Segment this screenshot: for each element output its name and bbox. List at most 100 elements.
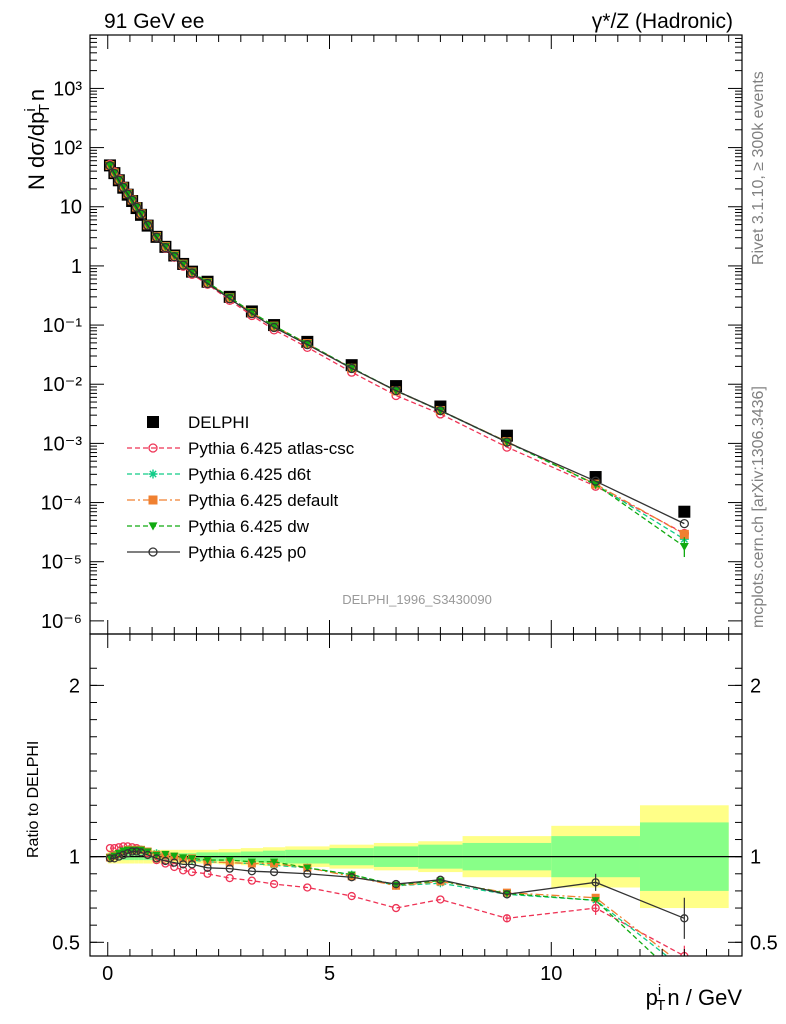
data-point <box>105 843 115 853</box>
data-point <box>391 903 401 913</box>
ratio-panel: 0 5 10 0.5 0.5 1 1 2 2 <box>52 633 778 985</box>
data-point <box>303 869 312 878</box>
data-point <box>225 873 234 883</box>
data-point <box>131 202 142 212</box>
xtick-label: 10 <box>540 963 562 985</box>
legend-entry: Pythia 6.425 d6t <box>127 465 311 484</box>
ytick-label: 10⁻⁵ <box>41 552 82 574</box>
data-point <box>143 220 153 230</box>
legend-entry: DELPHI <box>147 413 249 432</box>
data-point <box>127 195 137 205</box>
data-point <box>109 168 120 179</box>
data-point <box>169 252 179 262</box>
legend-entry: Pythia 6.425 p0 <box>127 543 306 562</box>
ytick-label: 10² <box>53 138 82 160</box>
ytick-label: 0.5 <box>52 932 80 954</box>
ratio-frame <box>89 633 743 957</box>
main-series <box>103 159 691 552</box>
data-point <box>436 895 445 904</box>
data-point <box>679 529 689 539</box>
data-point <box>203 863 212 872</box>
main-panel: 10⁻⁶ 10⁻⁵ 10⁻⁴ 10⁻³ 10⁻² 10⁻¹ 1 10 10² 10³ <box>41 34 743 635</box>
data-point <box>152 854 161 863</box>
data-point <box>225 864 234 873</box>
data-point <box>247 876 257 885</box>
data-point <box>161 856 170 866</box>
data-point <box>119 850 128 860</box>
data-point <box>161 859 170 868</box>
data-point <box>148 443 158 453</box>
header-left: 91 GeV ee <box>104 10 204 33</box>
data-point <box>151 232 162 242</box>
data-point <box>270 858 279 866</box>
data-point <box>127 847 137 856</box>
data-point <box>179 854 188 862</box>
legend: DELPHI Pythia 6.425 atlas-csc Pythia 6.425… <box>127 413 355 562</box>
mcplots-label: mcplots.cern.ch [arXiv:1306.3436] <box>750 386 767 628</box>
data-point <box>136 209 146 219</box>
ytick-label: 10⁻⁴ <box>41 493 82 515</box>
main-ylabel: N dσ/dpiTn <box>22 89 53 190</box>
data-point <box>170 852 179 860</box>
series-pythia-6-425-d6t <box>105 160 689 544</box>
header-right: γ*/Z (Hadronic) <box>592 10 733 33</box>
series-line <box>109 165 685 525</box>
data-point <box>391 385 401 396</box>
data-point <box>187 867 197 877</box>
data-point <box>436 877 445 885</box>
data-point <box>269 879 279 889</box>
legend-label: Pythia 6.425 default <box>188 491 339 510</box>
data-point <box>347 363 357 374</box>
data-point <box>114 852 123 861</box>
data-point <box>269 322 279 333</box>
data-point <box>160 242 171 253</box>
data-point <box>148 547 158 557</box>
xtick-label: 5 <box>324 963 335 985</box>
ratio-ylabel: Ratio to DELPHI <box>25 741 42 858</box>
data-point <box>187 268 197 278</box>
data-point <box>118 182 128 192</box>
ytick-label: 2 <box>750 675 761 697</box>
data-point <box>170 862 179 872</box>
data-point <box>225 294 235 304</box>
data-point <box>591 897 600 905</box>
ratio-xaxis: 0 5 10 <box>102 634 730 985</box>
ytick-label: 0.5 <box>750 932 778 954</box>
ytick-label: 1 <box>71 256 82 278</box>
ytick-label: 10⁻¹ <box>43 315 83 337</box>
legend-entry: Pythia 6.425 dw <box>127 517 310 536</box>
main-yaxis: 10⁻⁶ 10⁻⁵ 10⁻⁴ 10⁻³ 10⁻² 10⁻¹ 1 10 10² 10³ <box>41 34 742 633</box>
ytick-label: 10³ <box>53 78 82 100</box>
data-point <box>247 867 257 876</box>
data-point <box>178 866 188 875</box>
watermark: DELPHI_1996_S3430090 <box>342 592 492 607</box>
data-point <box>132 847 141 856</box>
data-point <box>678 505 691 518</box>
data-point <box>114 175 124 185</box>
data-point <box>502 914 512 923</box>
data-point <box>502 437 512 447</box>
data-point <box>143 850 152 860</box>
legend-entry: Pythia 6.425 default <box>127 491 339 510</box>
data-point <box>225 856 234 865</box>
data-point <box>502 890 512 899</box>
data-point <box>170 858 179 867</box>
data-point <box>347 891 356 901</box>
ratio-xlabel: pi Tn / GeV <box>646 982 743 1014</box>
data-point <box>123 189 133 199</box>
legend-label: DELPHI <box>188 413 249 432</box>
rivet-label: Rivet 3.1.10, ≥ 300k events <box>750 71 767 265</box>
data-point <box>148 469 158 479</box>
legend-entry: Pythia 6.425 atlas-csc <box>127 439 355 458</box>
ytick-label: 10⁻⁶ <box>41 611 82 633</box>
data-point <box>302 339 312 350</box>
legend-label: Pythia 6.425 atlas-csc <box>188 439 355 458</box>
legend-label: Pythia 6.425 p0 <box>188 543 306 562</box>
data-point <box>203 856 212 865</box>
ratio-yaxis: 0.5 0.5 1 1 2 2 <box>52 667 778 954</box>
legend-label: Pythia 6.425 dw <box>188 517 310 536</box>
data-point <box>161 850 170 859</box>
ytick-label: 10 <box>60 197 82 219</box>
data-point <box>247 858 256 866</box>
